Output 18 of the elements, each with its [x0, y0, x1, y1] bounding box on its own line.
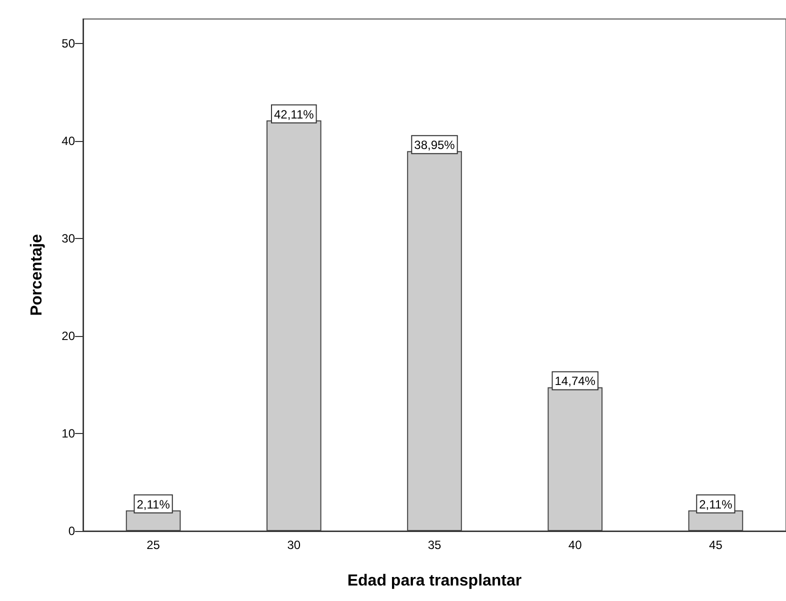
y-axis-title: Porcentaje — [28, 234, 46, 316]
y-tick-label: 30 — [62, 231, 76, 246]
x-tick-label: 45 — [709, 538, 723, 552]
y-tick-label: 40 — [62, 134, 76, 148]
x-tick-label: 30 — [287, 538, 301, 552]
y-tick-label: 10 — [62, 426, 76, 440]
data-label: 2,11% — [136, 497, 170, 512]
x-tick-label: 35 — [428, 538, 442, 552]
data-label: 38,95% — [414, 138, 456, 152]
y-tick-label: 50 — [62, 36, 76, 50]
x-tick-label: 25 — [146, 538, 160, 552]
x-axis-title: Edad para transplantar — [347, 572, 522, 590]
y-tick-label: 20 — [62, 328, 76, 343]
data-label: 14,74% — [554, 374, 596, 388]
data-label: 42,11% — [274, 107, 314, 122]
x-tick-label: 40 — [568, 538, 582, 552]
y-tick-label: 0 — [68, 524, 76, 538]
data-label: 2,11% — [699, 497, 733, 512]
